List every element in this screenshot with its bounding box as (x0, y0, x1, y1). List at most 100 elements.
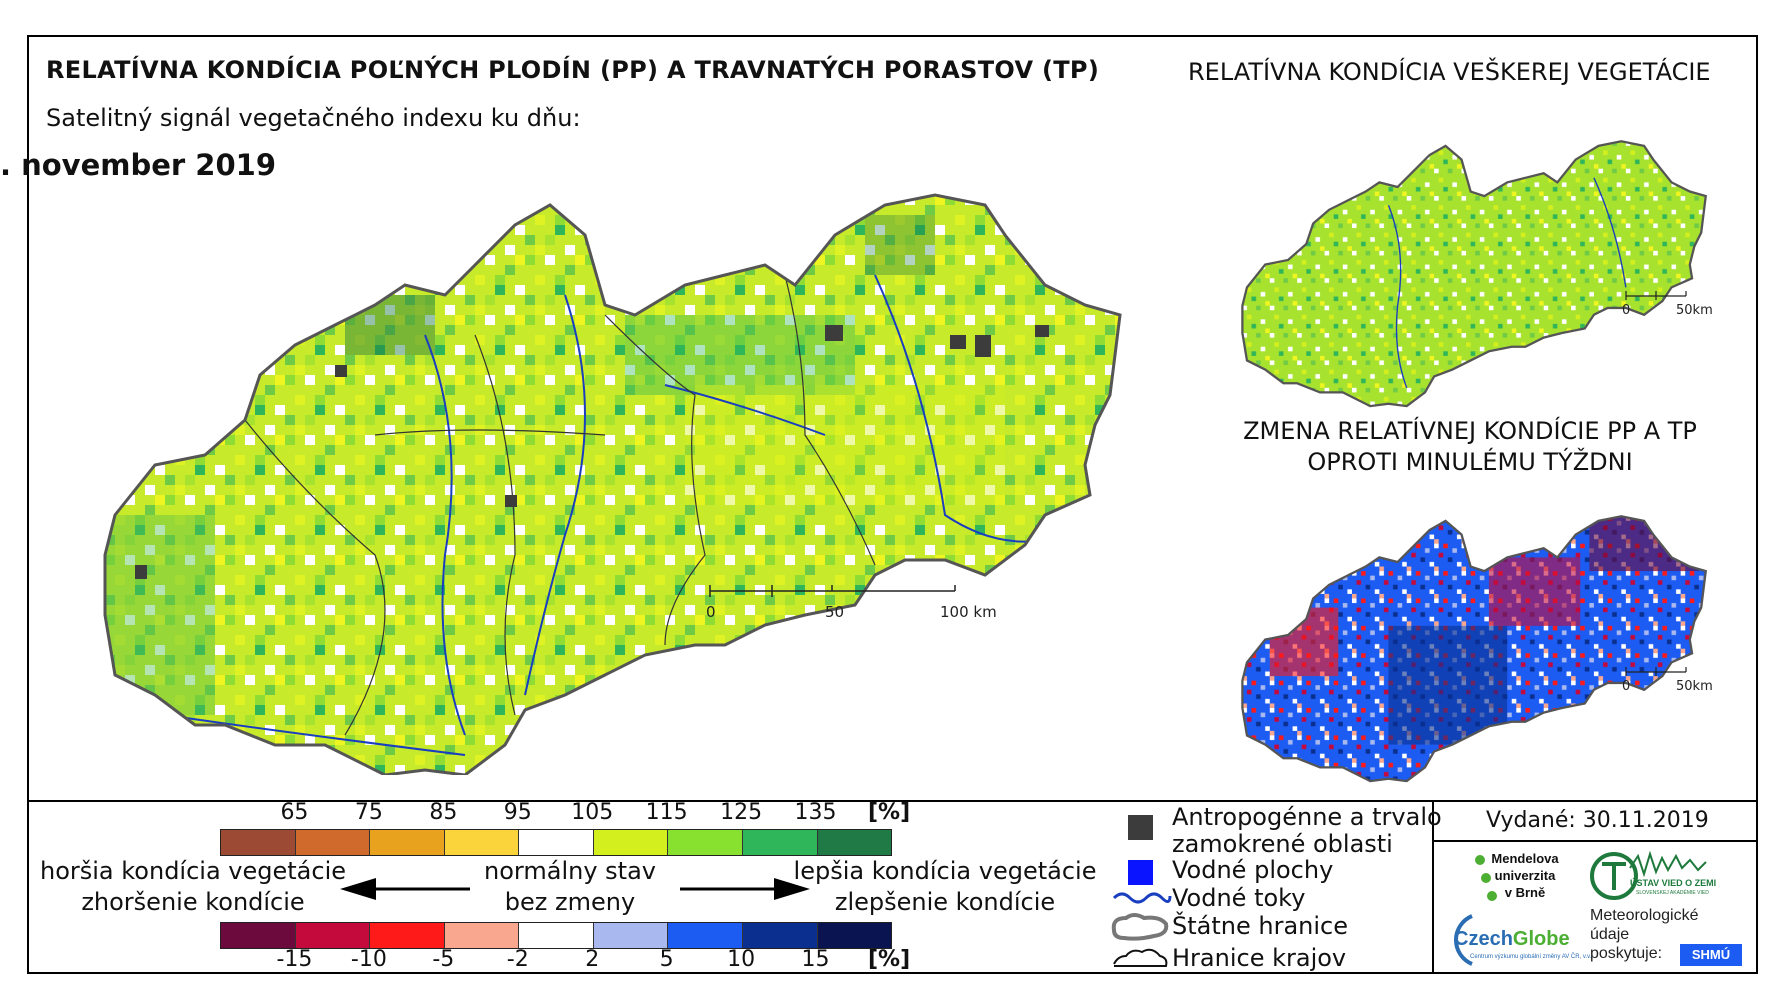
small-scale-label-0: 0 (1622, 303, 1630, 316)
main-scale-bar: 0 50 100 km (706, 585, 997, 621)
mendel-dots-icon (1475, 855, 1497, 901)
colorbar-tick-label: 125 (720, 800, 763, 825)
colorbar-segment (593, 923, 669, 948)
date-label: . november 2019 (0, 148, 277, 182)
worse-line1: horšia kondícia vegetácie (39, 857, 347, 885)
region-border-icon (1113, 948, 1168, 967)
legend-rivers: Vodné toky (1172, 884, 1306, 912)
colorbar-tick-label: -2 (506, 947, 529, 972)
uvoz-caption: SLOVENSKEJ AKADÉMIE VIED (1636, 890, 1709, 896)
vegetation-scale-bar: 0 50km (1622, 291, 1713, 316)
colorbar-segment (370, 830, 445, 855)
better-label: lepšia kondícia vegetácie zlepšenie kond… (790, 856, 1100, 918)
anthropogenic-swatch (1128, 815, 1153, 840)
colorbar-segment (444, 830, 520, 855)
colorbar-tick-label: 85 (429, 800, 458, 825)
colorbar-tick-label: 2 (585, 947, 600, 972)
czechglobe-a: Czech (1454, 928, 1513, 950)
state-border-icon (1111, 913, 1169, 941)
colorbar-tick-label: 105 (571, 800, 614, 825)
worse-line2: zhoršenie kondície (81, 888, 305, 916)
legend-divider-vertical (1432, 800, 1434, 974)
normal-label: normálny stav bez zmeny (460, 856, 680, 918)
czechglobe-wordmark: CzechGlobe (1454, 928, 1570, 951)
colorbar-tick-label: 75 (354, 800, 383, 825)
legend-divider (27, 800, 1758, 802)
change-unit: [%] (868, 947, 911, 972)
arrow-right-icon (774, 878, 810, 900)
river-icon (1112, 892, 1172, 904)
better-line2: zlepšenie kondície (834, 888, 1056, 916)
meteo-line1: Meteorologické (1590, 907, 1699, 924)
colorbar-segment (295, 830, 371, 855)
change-map (1241, 515, 1707, 783)
colorbar-segment (593, 830, 669, 855)
direction-arrows (340, 878, 810, 900)
colorbar-segment (370, 923, 445, 948)
all-vegetation-map (1241, 140, 1707, 408)
colorbar-segment (221, 830, 296, 855)
change-colorbar (220, 922, 892, 949)
colorbar-tick-label: 10 (727, 947, 756, 972)
change-scale-label-50: 50km (1676, 679, 1713, 692)
colorbar-segment (742, 830, 818, 855)
legend-state-borders: Štátne hranice (1172, 912, 1348, 940)
normal-line2: bez zmeny (504, 888, 636, 916)
mendel-line1: Mendelova (1491, 851, 1559, 866)
issued-date: Vydané: 30.11.2019 (1486, 808, 1709, 833)
main-title: RELATÍVNA KONDÍCIA POĽNÝCH PLODÍN (PP) A… (46, 56, 1100, 84)
legend-anthropogenic-line1: Antropogénne a trvalo (1172, 803, 1442, 831)
change-title-line1: ZMENA RELATÍVNEJ KONDÍCIE PP A TP (1243, 417, 1697, 445)
czechglobe-caption: Centrum výzkumu globální změny AV ČR, v.… (1470, 954, 1595, 960)
legend-water-areas: Vodné plochy (1172, 856, 1334, 884)
better-line1: lepšia kondícia vegetácie (793, 857, 1097, 885)
small-scale-label-50: 50km (1676, 303, 1713, 316)
colorbar-tick-label: -15 (276, 947, 313, 972)
vegetation-title: RELATÍVNA KONDÍCIA VEŠKEREJ VEGETÁCIE (1188, 58, 1711, 86)
colorbar-tick-label: 5 (659, 947, 674, 972)
condition-unit: [%] (868, 800, 911, 825)
shmu-logo: SHMÚ (1680, 944, 1742, 966)
czechglobe-b: Globe (1512, 928, 1570, 950)
change-scale-bar: 0 50km (1622, 667, 1713, 692)
mendel-line3: v Brně (1504, 885, 1546, 900)
colorbar-segment (668, 923, 743, 948)
scale-label-100: 100 km (940, 603, 997, 621)
change-title-line2: OPROTI MINULÉMU TÝŽDNI (1307, 448, 1633, 476)
subtitle: Satelitný signál vegetačného indexu ku d… (46, 104, 581, 132)
colorbar-tick-label: 15 (801, 947, 830, 972)
colorbar-segment (742, 923, 818, 948)
colorbar-segment (817, 830, 892, 855)
arrow-left-icon (340, 878, 376, 900)
colorbar-tick-label: 65 (280, 800, 309, 825)
change-title: ZMENA RELATÍVNEJ KONDÍCIE PP A TP OPROTI… (1220, 416, 1720, 478)
colorbar-tick-label: 95 (503, 800, 532, 825)
legend-region-borders: Hranice krajov (1172, 944, 1347, 972)
map-frame (27, 35, 1758, 974)
meteo-line3: poskytuje: (1590, 945, 1663, 962)
colorbar-tick-label: -5 (432, 947, 455, 972)
uvoz-name: ÚSTAV VIED O ZEMI (1630, 878, 1717, 888)
colorbar-segment (519, 923, 594, 948)
colorbar-tick-label: 115 (645, 800, 688, 825)
legend-anthropogenic-line2: zamokrené oblasti (1172, 830, 1393, 858)
meteo-provider-label: Meteorologické údaje poskytuje: (1590, 906, 1699, 963)
meteo-line2: údaje (1590, 926, 1630, 943)
normal-line1: normálny stav (484, 857, 656, 885)
condition-colorbar (220, 829, 892, 856)
main-condition-map: 0 50 100 km (103, 193, 1122, 775)
colorbar-segment (519, 830, 594, 855)
legend-divider-horizontal (1432, 840, 1758, 842)
scale-label-50: 50 (825, 603, 844, 621)
colorbar-segment (444, 923, 520, 948)
water-area-swatch (1128, 860, 1153, 885)
colorbar-tick-label: -10 (350, 947, 387, 972)
colorbar-segment (668, 830, 743, 855)
colorbar-tick-label: 135 (794, 800, 837, 825)
worse-label: horšia kondícia vegetácie zhoršenie kond… (38, 856, 348, 918)
colorbar-segment (817, 923, 892, 948)
colorbar-segment (221, 923, 296, 948)
change-scale-label-0: 0 (1622, 679, 1630, 692)
mendel-line2: univerzita (1494, 868, 1556, 883)
scale-label-0: 0 (706, 603, 716, 621)
